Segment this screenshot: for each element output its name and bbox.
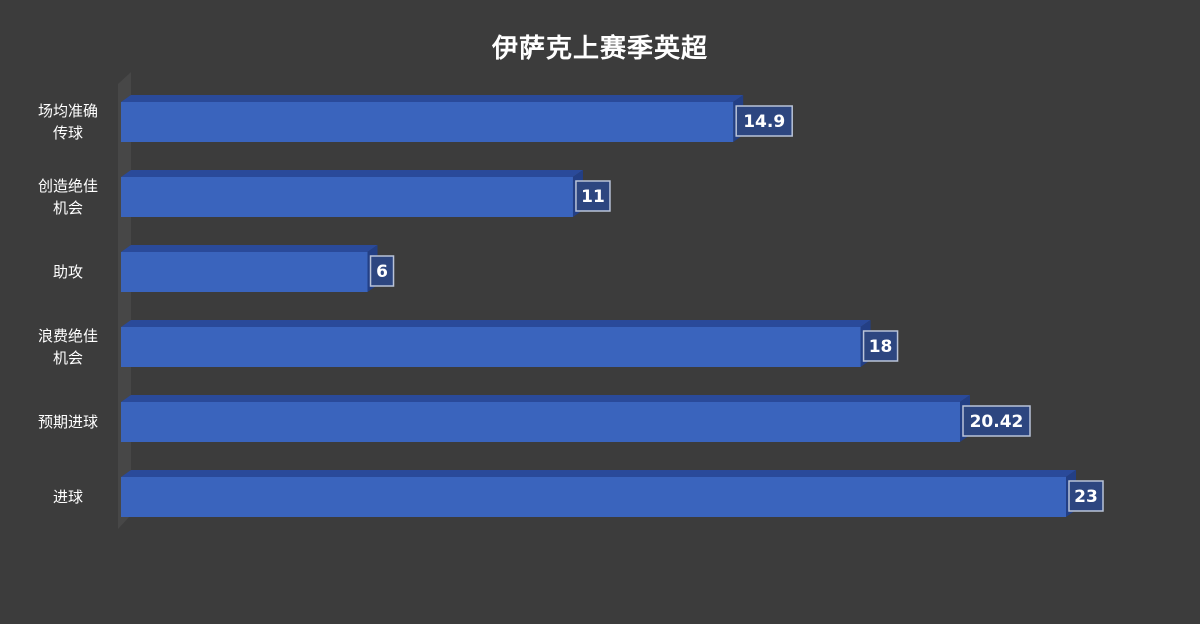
- data-label-box: [369, 255, 395, 287]
- data-label: 23: [1074, 487, 1098, 507]
- data-label-box: [1068, 480, 1104, 512]
- category-label: 进球: [53, 488, 83, 506]
- category-label: 场均准确: [38, 102, 98, 120]
- category-label: 浪费绝佳: [38, 327, 98, 345]
- bar-top: [121, 395, 970, 402]
- bar: [121, 402, 960, 442]
- data-label: 20.42: [970, 412, 1024, 432]
- bar-top: [121, 95, 744, 102]
- bar-top: [121, 245, 378, 252]
- data-label: 18: [869, 337, 893, 357]
- chart-title: 伊萨克上赛季英超: [491, 34, 708, 64]
- bar: [121, 102, 734, 142]
- bar: [121, 177, 573, 217]
- data-label-box: [862, 330, 899, 362]
- category-label: 助攻: [53, 263, 83, 281]
- data-label: 6: [376, 262, 388, 282]
- category-label: 传球: [53, 124, 83, 142]
- bar-top: [121, 170, 583, 177]
- bar-top: [121, 470, 1076, 477]
- category-label: 机会: [53, 199, 83, 217]
- data-label: 14.9: [743, 112, 785, 132]
- data-label-box: [735, 105, 793, 137]
- category-label: 创造绝佳: [38, 177, 98, 195]
- data-label: 11: [581, 187, 605, 207]
- data-label-box: [962, 405, 1031, 437]
- data-label-box: [575, 180, 611, 212]
- category-label: 预期进球: [38, 413, 98, 431]
- bar-top: [121, 320, 871, 327]
- bar: [121, 327, 861, 367]
- bar: [121, 252, 368, 292]
- category-label: 机会: [53, 349, 83, 367]
- bar: [121, 477, 1066, 517]
